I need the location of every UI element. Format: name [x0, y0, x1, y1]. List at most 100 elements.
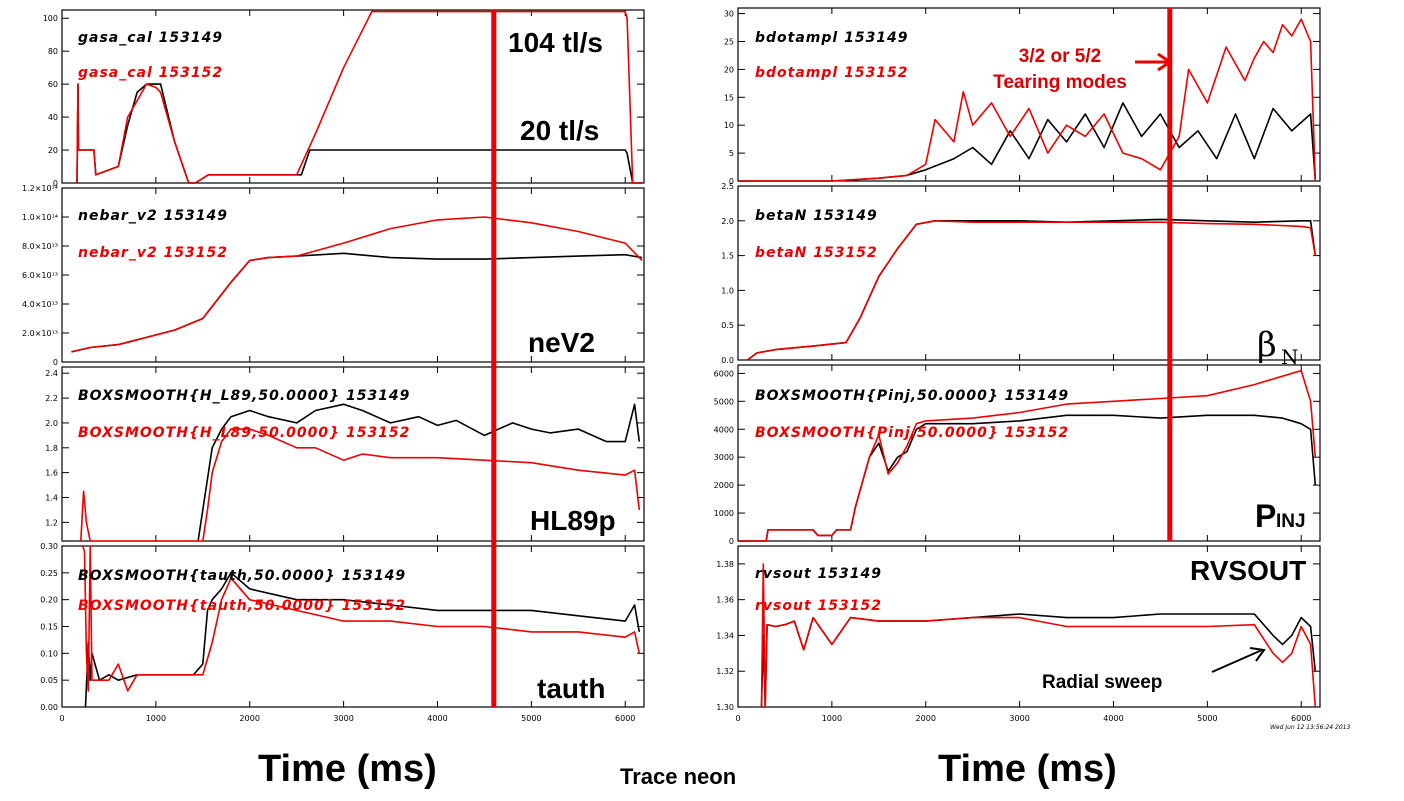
signal-label-tauth-0: BOXSMOOTH{tauth,50.0000} 153149	[78, 568, 406, 584]
y-tick-label-hl89: 1.4	[45, 494, 58, 503]
y-tick-label-hl89: 1.2	[45, 518, 58, 527]
panel-frame-pinj	[737, 364, 1321, 542]
x-axis-title-left: Time (ms)	[258, 748, 437, 790]
panel-frame-hl89	[61, 366, 645, 542]
panel-name-hl89: HL89p	[530, 505, 616, 536]
series-tauth-153152	[81, 545, 641, 692]
timestamp: Wed Jun 12 13:56:24 2013	[1270, 724, 1351, 731]
series-rvsout-153149	[760, 613, 1317, 708]
y-tick-label-bdot: 30	[724, 10, 734, 19]
tearing-annotation-line2: Tearing modes	[993, 72, 1127, 93]
panel-rvsout: 1.30 1.32 1.34 1.36 1.38 0 1000 2000 3000 4000 500…	[716, 545, 1321, 723]
radial-sweep-arrow-shaft	[1211, 649, 1263, 673]
panel-name-tauth: tauth	[537, 673, 605, 704]
y-tick-label-betaN: 0.0	[721, 356, 734, 365]
panel-name-gasa: 20 tl/s	[520, 115, 599, 146]
signal-label-pinj-0: BOXSMOOTH{Pinj,50.0000} 153149	[755, 388, 1069, 404]
x-axis-title-right: Time (ms)	[938, 748, 1117, 790]
y-tick-label-pinj: 1000	[714, 509, 734, 518]
x-tick-label: 4000	[1103, 714, 1123, 723]
y-tick-label-rvsout: 1.34	[716, 631, 734, 640]
x-tick-label: 2000	[240, 714, 260, 723]
y-tick-label-nebar: 8.0×10¹³	[22, 242, 58, 251]
y-tick-label-tauth: 0.20	[40, 596, 58, 605]
panel-nebar: 0 2.0×10¹³ 4.0×10¹³ 6.0×10¹³ 8.0×10¹³ 1.0×10¹…	[22, 184, 645, 367]
signal-label-hl89-1: BOXSMOOTH{H_L89,50.0000} 153152	[78, 425, 410, 441]
y-tick-label-gasa: 40	[48, 113, 58, 122]
panel-name-betaN: β	[1257, 325, 1277, 365]
y-tick-label-bdot: 20	[724, 65, 734, 74]
series-betaN-153152	[746, 220, 1317, 361]
y-tick-label-hl89: 2.4	[45, 369, 58, 378]
y-tick-label-betaN: 1.0	[721, 286, 734, 295]
y-tick-label-nebar: 2.0×10¹³	[22, 329, 58, 338]
y-tick-label-nebar: 4.0×10¹³	[22, 300, 58, 309]
y-tick-label-bdot: 10	[724, 121, 734, 130]
y-tick-label-pinj: 3000	[714, 453, 734, 462]
x-tick-label: 2000	[916, 714, 936, 723]
y-tick-label-nebar: 6.0×10¹³	[22, 271, 58, 280]
x-tick-label: 0	[735, 714, 740, 723]
series-hl89-153149	[197, 403, 641, 542]
y-tick-label-nebar: 1.2×10¹⁴	[22, 184, 58, 193]
y-tick-label-pinj: 5000	[714, 397, 734, 406]
panel-name-betaN-sub: N	[1281, 345, 1299, 369]
series-hl89-153152	[80, 428, 641, 542]
x-tick-label: 1000	[822, 714, 842, 723]
y-tick-label-gasa: 0	[53, 179, 58, 188]
y-tick-label-gasa: 80	[48, 47, 58, 56]
y-tick-label-tauth: 0.00	[40, 703, 58, 712]
y-tick-label-tauth: 0.05	[40, 676, 58, 685]
signal-label-rvsout-1: rvsout 153152	[755, 598, 882, 614]
x-tick-label: 6000	[615, 714, 635, 723]
panel-frame-betaN	[737, 185, 1321, 361]
x-tick-label: 6000	[1291, 714, 1311, 723]
y-tick-label-bdot: 15	[724, 93, 734, 102]
y-tick-label-tauth: 0.30	[40, 542, 58, 551]
y-tick-label-pinj: 0	[729, 537, 734, 546]
x-tick-label: 1000	[146, 714, 166, 723]
panel-bdot: 0 5 10 15 20 25 30 bdotampl 153149 bdotampl 1531…	[724, 7, 1321, 186]
y-tick-label-tauth: 0.10	[40, 649, 58, 658]
panel-frame-bdot	[737, 7, 1321, 182]
signal-label-nebar-0: nebar_v2 153149	[78, 208, 228, 224]
radial-sweep-annotation: Radial sweep	[1042, 672, 1162, 693]
panel-name-pinj-sub: INJ	[1276, 511, 1306, 532]
series-gasa-153152	[76, 10, 643, 184]
panel-gasa: 0 20 40 60 80 100 gasa_cal 153149 gasa_cal 1531…	[43, 9, 645, 188]
panel-frame-gasa	[61, 9, 645, 184]
signal-label-gasa-0: gasa_cal 153149	[78, 30, 223, 46]
signal-label-nebar-1: nebar_v2 153152	[78, 245, 228, 261]
y-tick-label-betaN: 1.5	[721, 252, 734, 261]
y-tick-label-hl89: 2.2	[45, 394, 58, 403]
signal-label-gasa-1: gasa_cal 153152	[78, 65, 223, 81]
y-tick-label-nebar: 0	[53, 358, 58, 367]
series-betaN-153149	[746, 218, 1317, 361]
signal-label-betaN-0: betaN 153149	[755, 208, 878, 224]
series-bdot-153152	[738, 18, 1317, 182]
y-tick-label-bdot: 5	[729, 149, 734, 158]
y-tick-label-tauth: 0.15	[40, 623, 58, 632]
signal-label-pinj-1: BOXSMOOTH{Pinj,50.0000} 153152	[755, 425, 1069, 441]
trace-neon-caption: Trace neon	[620, 764, 737, 789]
series-tauth-153149	[84, 571, 641, 708]
y-tick-label-betaN: 2.0	[721, 217, 734, 226]
x-tick-label: 0	[59, 714, 64, 723]
panel-pinj: 0 1000 2000 3000 4000 5000 6000 BOXSMOOTH{Pinj,…	[714, 364, 1321, 546]
series-rvsout-153152	[760, 563, 1317, 708]
y-tick-label-hl89: 1.8	[45, 444, 58, 453]
panel-tauth: 0.00 0.05 0.10 0.15 0.20 0.25 0.30 0 1000 2000 300…	[40, 542, 645, 723]
signal-label-tauth-1: BOXSMOOTH{tauth,50.0000} 153152	[78, 598, 406, 614]
tearing-arrow-icon	[1157, 52, 1173, 72]
series-bdot-153149	[738, 102, 1317, 182]
y-tick-label-rvsout: 1.32	[716, 667, 734, 676]
y-tick-label-rvsout: 1.30	[716, 703, 734, 712]
signal-label-rvsout-0: rvsout 153149	[755, 566, 882, 582]
x-tick-label: 5000	[521, 714, 541, 723]
y-tick-label-rvsout: 1.36	[716, 596, 734, 605]
y-tick-label-gasa: 20	[48, 146, 58, 155]
panel-frame-rvsout	[737, 545, 1321, 708]
y-tick-label-pinj: 4000	[714, 425, 734, 434]
x-tick-label: 4000	[427, 714, 447, 723]
x-tick-label: 3000	[1009, 714, 1029, 723]
